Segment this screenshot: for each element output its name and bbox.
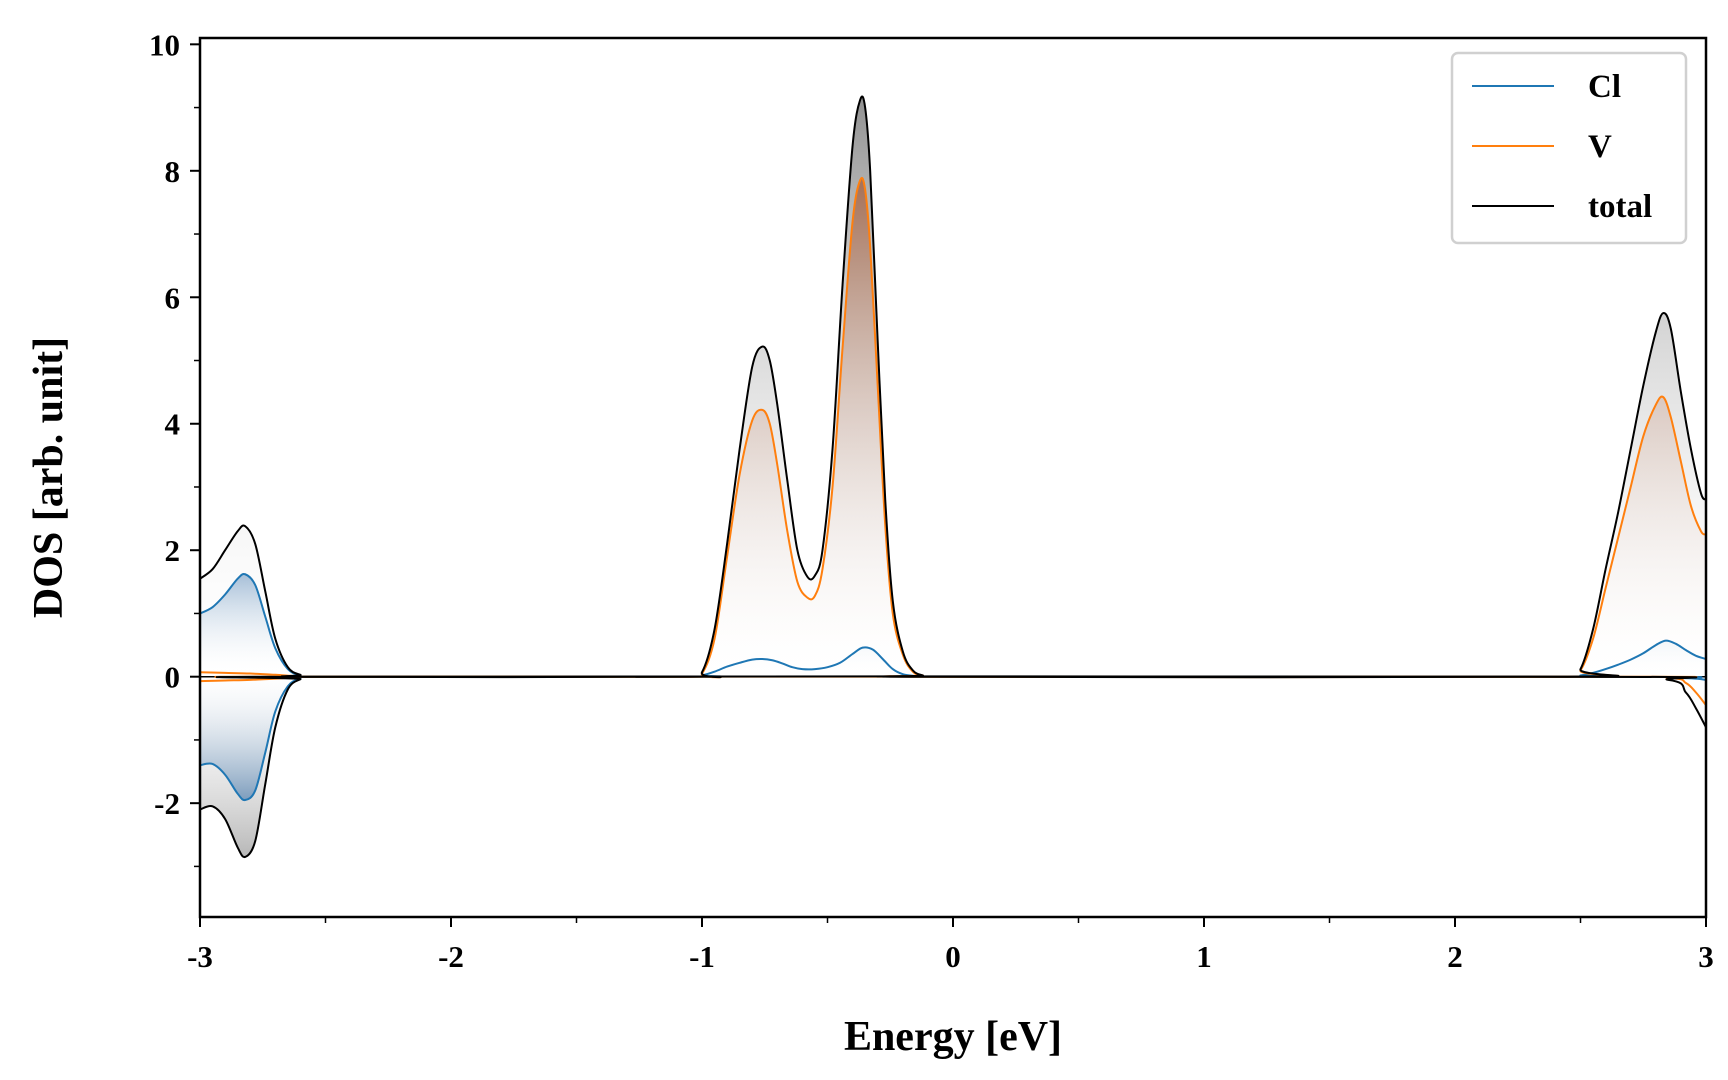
y-tick-label: 2 [165, 533, 181, 568]
line-total-down [200, 675, 1706, 859]
line-cl-up [200, 573, 1706, 678]
y-tick-label: 10 [149, 27, 180, 62]
y-tick-label: 4 [165, 407, 181, 442]
x-tick-label: -2 [438, 939, 464, 974]
line-cl-down [200, 675, 1706, 802]
y-tick-label: -2 [154, 786, 180, 821]
axes: -3 -2 -1 0 1 2 3 -2 0 2 4 6 8 10 Energy [eV] DOS [arb. … [26, 27, 1714, 1060]
line-v-down [200, 675, 1706, 706]
x-tick-label: 2 [1447, 939, 1463, 974]
legend-label-v: V [1588, 129, 1612, 165]
x-tick-label: 1 [1196, 939, 1212, 974]
legend-label-cl: Cl [1588, 69, 1621, 105]
legend-box [1450, 51, 1688, 245]
fill-v-up [200, 177, 1706, 678]
dos-curves [200, 95, 1706, 859]
y-axis-label: DOS [arb. unit] [26, 337, 72, 618]
y-tick-label: 8 [165, 154, 181, 189]
legend-label-total: total [1588, 189, 1652, 225]
x-tick-label: -3 [187, 939, 213, 974]
line-v-up [200, 176, 1706, 679]
x-tick-label: -1 [689, 939, 715, 974]
x-tick-label: 0 [945, 939, 961, 974]
fill-cl-down [200, 676, 1706, 801]
x-tick-label: 3 [1698, 939, 1714, 974]
fill-cl-up [200, 573, 1706, 677]
fill-total-down [200, 676, 1706, 858]
y-tick-label: 6 [165, 280, 181, 315]
x-axis-label: Energy [eV] [844, 1014, 1062, 1060]
y-tick-label: 0 [165, 660, 181, 695]
